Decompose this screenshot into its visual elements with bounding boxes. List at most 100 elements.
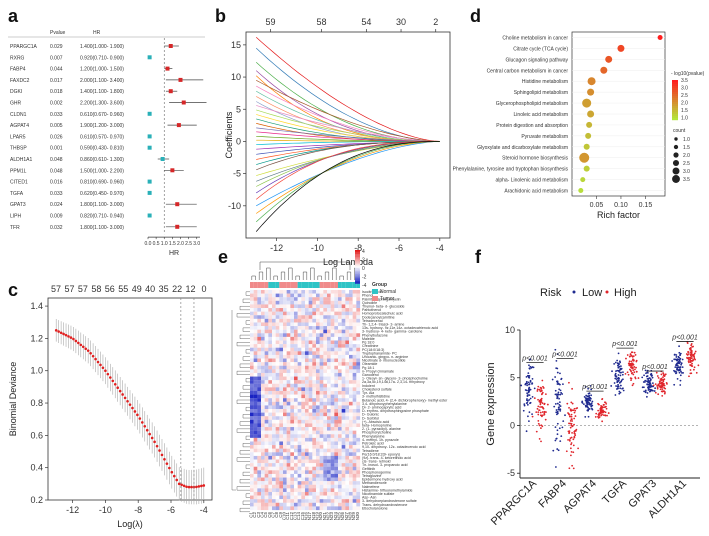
heatmap-cell [349,318,353,323]
high-risk-point [630,360,633,363]
heatmap-cell [330,419,335,424]
heatmap-cell [330,481,335,485]
heatmap-cell [253,427,258,431]
heatmap-cell [352,322,357,327]
heatmap-cell [352,495,357,500]
heatmap-cell [330,315,335,319]
row-pvalue: 0.001 [50,146,63,152]
heatmap-cell [316,358,320,363]
heatmap-cell [341,326,346,330]
low-risk-point [531,413,533,416]
heatmap-cell [334,484,339,489]
high-risk-point [573,423,575,426]
heatmap-cell [275,300,280,305]
high-risk-point [540,401,543,403]
heatmap-cell [297,362,302,366]
low-risk-point [591,400,594,403]
low-risk-point [645,375,648,378]
heatmap-cell [334,340,339,345]
heatmap-cell [290,372,295,377]
heatmap-cell [312,300,317,305]
group-cell [312,282,316,288]
legend-dot-high [605,290,609,294]
heatmap-cell [250,434,254,438]
heatmap-cell [330,466,335,471]
heatmap-cell [261,441,265,446]
high-risk-point [598,416,601,418]
group-cell [316,282,320,288]
heatmap-cell [356,372,361,377]
heatmap-cell [330,311,335,316]
heatmap-cell [305,329,309,334]
heatmap-cell [250,315,254,319]
size-legend-dot [672,175,680,183]
low-risk-point [559,409,562,412]
heatmap-cell [275,333,280,337]
heatmap-cell [327,329,331,334]
heatmap-cell [257,481,262,485]
high-risk-point [688,375,690,378]
heatmap-cell [294,466,298,471]
heatmap-cell [334,445,339,449]
heatmap-cell [330,473,335,478]
color-tick-label: 1.5 [681,108,688,114]
heatmap-cell [279,491,284,496]
heatmap-cell [272,347,276,352]
heatmap-cell [268,477,273,482]
heatmap-cell [283,488,287,493]
heatmap-cell [272,358,276,363]
heatmap-cell [349,455,353,460]
low-risk-point [551,378,554,381]
low-risk-point [643,390,646,393]
heatmap-cell [305,390,309,395]
heatmap-cell [286,308,291,312]
heatmap-cell [345,322,350,327]
heatmap-cell [319,466,324,471]
colorbar-swatch [355,268,360,270]
heatmap-cell [356,398,361,402]
row-dendrogram-branch [236,399,250,404]
heatmap-cell [323,376,328,381]
hr-point [147,55,152,60]
heatmap-cell [279,437,284,442]
heatmap-cell [250,466,254,471]
heatmap-cell [279,326,284,330]
heatmap-cell [272,419,276,424]
top-tick-label: 56 [105,284,115,294]
heatmap-cell [279,463,284,467]
top-tick-label: 58 [316,17,326,27]
low-risk-point [679,354,682,357]
heatmap-cell [261,333,265,337]
heatmap-cell [257,336,262,341]
heatmap-cell [352,455,357,460]
color-tick-label: 2.5 [681,93,688,99]
heatmap-cell [272,427,276,431]
heatmap-cell [261,466,265,471]
heatmap-cell [316,412,320,417]
cv-point [145,428,149,432]
heatmap-cell [286,387,291,392]
heatmap-cell [294,445,298,449]
heatmap-cell [338,300,342,305]
heatmap-cell [279,369,284,374]
low-risk-point [677,358,680,361]
heatmap-cell [283,409,287,413]
heatmap-cell [297,398,302,402]
cv-point [168,466,171,470]
heatmap-cell [319,495,324,500]
heatmap-cell [308,473,313,478]
heatmap-cell [297,369,302,374]
heatmap-cell [264,455,269,460]
heatmap-cell [268,430,273,435]
heatmap-cell [261,340,265,345]
heatmap-cell [272,434,276,438]
heatmap-cell [352,506,357,511]
heatmap-cell [330,484,335,489]
legend-dot-low [572,290,576,294]
low-risk-point [581,400,584,403]
cv-point [74,339,78,343]
heatmap-cell [349,466,353,471]
heatmap-cell [286,340,291,345]
heatmap-cell [301,484,306,489]
heatmap-cell [264,441,269,446]
